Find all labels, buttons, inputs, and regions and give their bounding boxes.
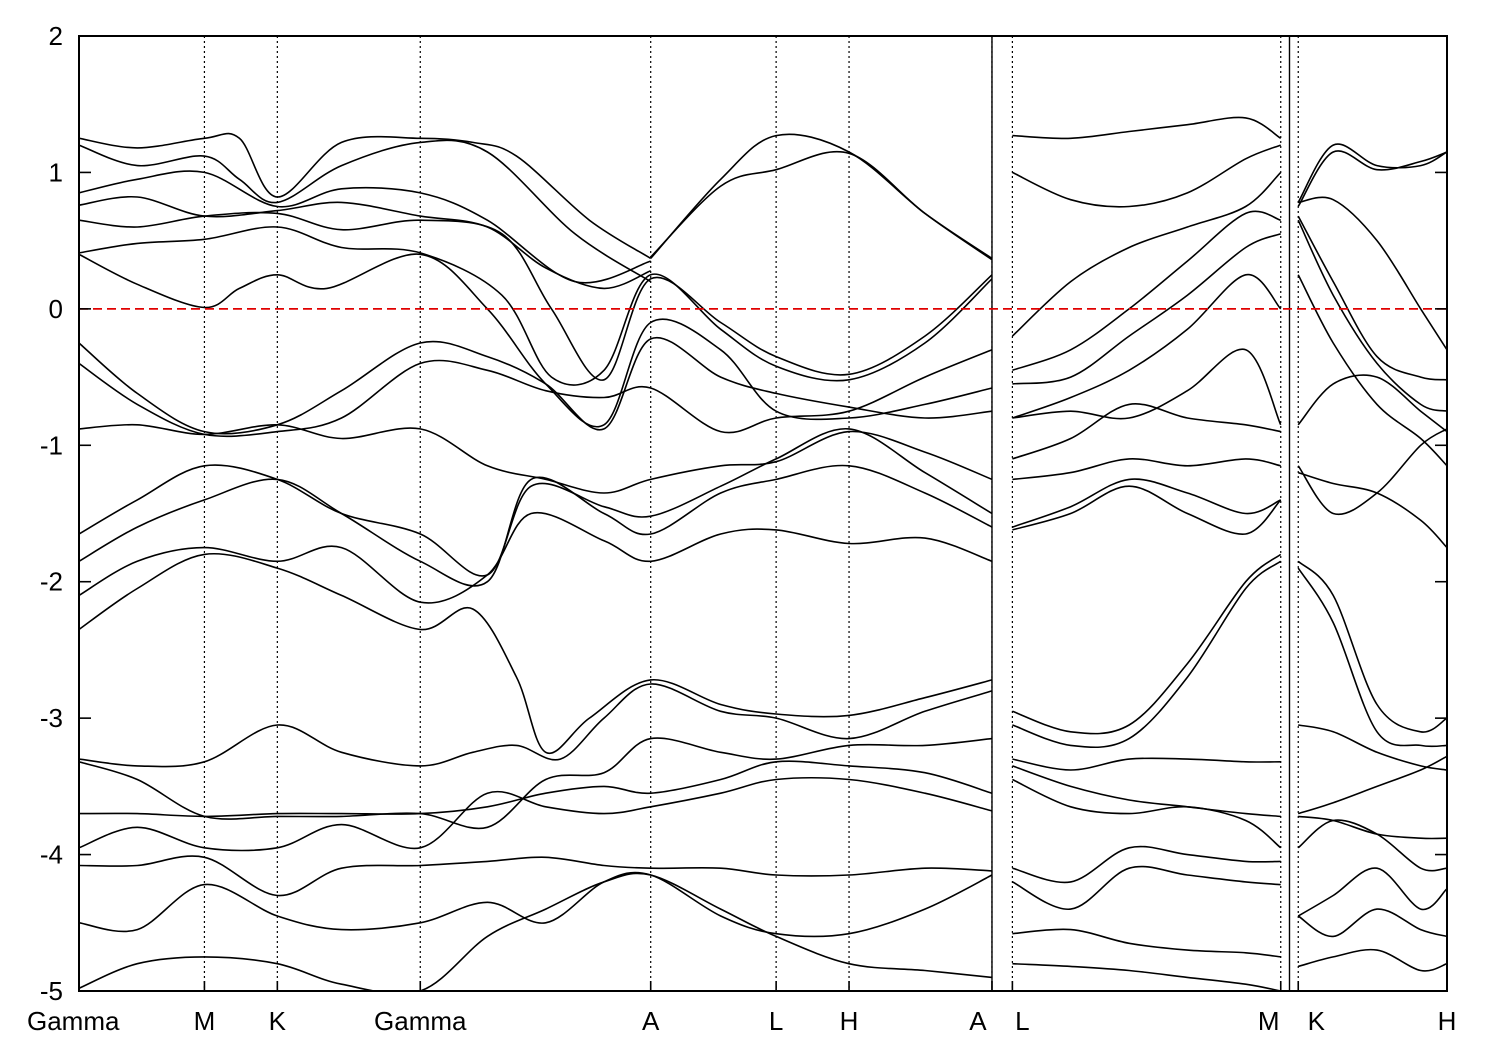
band-line-52 — [1297, 471, 1447, 549]
x-axis: Gamma M K Gamma A L H A L M K H — [27, 981, 1456, 1036]
band-line-24 — [1012, 116, 1282, 140]
band-lines — [79, 116, 1447, 991]
band-line-31 — [1012, 403, 1281, 460]
y-tick-label: 2 — [49, 21, 63, 51]
band-line-54 — [1297, 567, 1447, 748]
band-line-49 — [1297, 274, 1447, 467]
band-line-39 — [1012, 778, 1282, 849]
y-tick-label: -2 — [40, 567, 63, 597]
band-line-4 — [79, 139, 652, 283]
band-line-3 — [650, 150, 993, 260]
band-line-18 — [79, 737, 993, 830]
band-line-17 — [79, 683, 993, 768]
band-line-9 — [79, 253, 993, 428]
x-tick-label-gamma: Gamma — [27, 1006, 120, 1036]
y-tick-label: -5 — [40, 976, 63, 1006]
y-tick-label: 1 — [49, 157, 63, 187]
x-tick-label-l: L — [1015, 1006, 1029, 1036]
band-line-14 — [79, 464, 993, 587]
band-line-21 — [79, 855, 993, 897]
band-line-48 — [1297, 219, 1447, 412]
band-line-5 — [79, 170, 651, 284]
band-line-55 — [1298, 724, 1447, 771]
band-line-51 — [1297, 428, 1447, 516]
band-line-11 — [79, 349, 993, 438]
band-line-7 — [79, 211, 993, 381]
x-tick-label-k: K — [269, 1006, 287, 1036]
y-tick-label: -4 — [40, 840, 63, 870]
y-tick-label: 0 — [49, 294, 63, 324]
band-line-46 — [1298, 196, 1447, 351]
y-tick-label: -1 — [40, 430, 63, 460]
band-line-42 — [1012, 928, 1281, 958]
x-tick-label-h: H — [1438, 1006, 1457, 1036]
band-line-53 — [1297, 560, 1447, 733]
band-line-28 — [1012, 233, 1281, 385]
x-tick-label-a: A — [969, 1006, 987, 1036]
band-line-30 — [1012, 348, 1282, 426]
band-line-23 — [79, 872, 993, 991]
band-line-38 — [1012, 765, 1281, 818]
band-line-56 — [1297, 755, 1447, 815]
band-line-41 — [1012, 865, 1281, 910]
band-line-32 — [1012, 458, 1281, 481]
band-line-60 — [1297, 908, 1447, 938]
band-line-44 — [1297, 143, 1447, 203]
band-line-12 — [79, 423, 993, 494]
x-tick-label-m: M — [194, 1006, 216, 1036]
band-line-22 — [79, 871, 993, 938]
band-line-37 — [1012, 757, 1281, 771]
band-line-15 — [79, 511, 993, 604]
band-line-29 — [1012, 273, 1282, 419]
band-line-26 — [1011, 171, 1282, 337]
band-line-45 — [1297, 150, 1447, 207]
band-line-61 — [1298, 948, 1447, 972]
band-line-16 — [79, 552, 993, 755]
band-line-27 — [1012, 210, 1281, 372]
x-tick-label-k: K — [1308, 1006, 1326, 1036]
band-line-43 — [1012, 962, 1281, 991]
band-line-19 — [79, 760, 993, 818]
kpoint-gridlines — [203, 36, 1299, 991]
band-line-10 — [79, 336, 993, 435]
band-line-36 — [1012, 560, 1282, 749]
band-line-8 — [79, 226, 993, 386]
plot-frame — [78, 35, 1448, 992]
y-axis: -5 -4 -3 -2 -1 0 1 2 — [40, 21, 1447, 1006]
band-line-20 — [79, 777, 993, 852]
band-line-47 — [1297, 215, 1447, 381]
y-tick-label: -3 — [40, 703, 63, 733]
x-tick-label-m: M — [1258, 1006, 1280, 1036]
band-line-33 — [1012, 478, 1282, 528]
x-tick-label-l: L — [769, 1006, 783, 1036]
band-line-25 — [1012, 144, 1281, 208]
band-line-35 — [1012, 553, 1282, 735]
band-line-40 — [1012, 845, 1281, 884]
x-tick-label-gamma: Gamma — [374, 1006, 467, 1036]
band-line-13 — [79, 428, 993, 577]
x-tick-label-a: A — [642, 1006, 660, 1036]
band-line-59 — [1297, 867, 1447, 917]
band-line-1 — [79, 132, 652, 260]
band-line-58 — [1297, 819, 1447, 872]
band-line-6 — [79, 195, 652, 290]
band-line-50 — [1297, 374, 1447, 433]
x-tick-label-h: H — [840, 1006, 859, 1036]
band-line-34 — [1012, 485, 1282, 535]
